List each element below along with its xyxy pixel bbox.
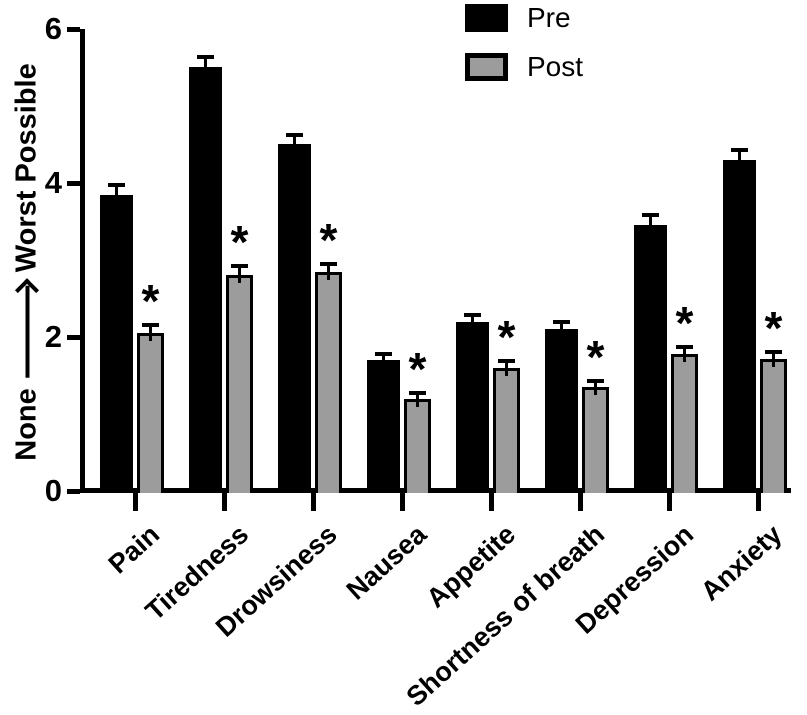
- sig-marker-shortness-of-breath: *: [586, 331, 605, 383]
- error-line-post-depression: [683, 349, 686, 362]
- x-tick-pain: [132, 491, 138, 511]
- bar-post-depression: [671, 354, 698, 493]
- bar-post-shortness-of-breath: [582, 387, 609, 493]
- y-axis-label-min: None: [10, 388, 43, 461]
- error-cap-post-drowsiness: [320, 262, 337, 266]
- error-cap-pre-anxiety: [731, 148, 748, 152]
- error-cap-pre-nausea: [375, 352, 392, 356]
- sig-marker-anxiety: *: [764, 302, 783, 354]
- x-tick-tiredness: [221, 491, 227, 511]
- error-line-pre-anxiety: [738, 152, 741, 168]
- y-axis-label: None Worst Possible: [11, 63, 44, 460]
- x-label-pain: Pain: [102, 519, 166, 580]
- y-tick-label: 0: [44, 473, 62, 508]
- error-line-post-drowsiness: [327, 266, 330, 280]
- bar-post-pain: [137, 333, 164, 493]
- arrow-head: [14, 278, 40, 303]
- y-tick-mark: [67, 488, 80, 494]
- legend-label-pre: Pre: [527, 2, 571, 33]
- error-line-pre-pain: [115, 187, 118, 203]
- bar-post-anxiety: [760, 359, 787, 493]
- x-tick-depression: [666, 491, 672, 511]
- sig-marker-depression: *: [675, 297, 694, 349]
- y-tick-label: 6: [44, 11, 62, 46]
- error-line-post-appetite: [505, 363, 508, 376]
- x-tick-anxiety: [755, 491, 761, 511]
- error-cap-post-anxiety: [765, 350, 782, 354]
- error-cap-pre-depression: [642, 213, 659, 217]
- error-line-pre-nausea: [382, 356, 385, 368]
- legend-item-pre: Pre: [465, 4, 583, 32]
- sig-marker-tiredness: *: [230, 216, 249, 268]
- x-label-nausea: Nausea: [340, 519, 433, 606]
- error-line-post-nausea: [416, 395, 419, 407]
- error-cap-post-appetite: [498, 359, 515, 363]
- x-label-anxiety: Anxiety: [695, 519, 789, 607]
- x-tick-drowsiness: [310, 491, 316, 511]
- bar-pre-shortness-of-breath: [545, 329, 578, 493]
- sig-marker-drowsiness: *: [319, 214, 338, 266]
- error-line-post-anxiety: [772, 354, 775, 367]
- error-line-post-shortness-of-breath: [594, 383, 597, 395]
- sig-marker-pain: *: [141, 275, 160, 327]
- bar-pre-depression: [634, 225, 667, 493]
- bar-pre-anxiety: [723, 160, 756, 493]
- error-cap-post-shortness-of-breath: [587, 379, 604, 383]
- error-cap-post-tiredness: [231, 264, 248, 268]
- y-tick-label: 2: [44, 319, 62, 354]
- error-line-pre-appetite: [471, 317, 474, 330]
- legend: Pre Post: [465, 4, 583, 102]
- legend-swatch-post: [465, 53, 508, 81]
- sig-marker-nausea: *: [408, 343, 427, 395]
- bar-post-appetite: [493, 368, 520, 493]
- error-line-pre-drowsiness: [293, 137, 296, 152]
- y-axis-line: [80, 29, 85, 493]
- x-tick-shortness-of-breath: [577, 491, 583, 511]
- bar-post-tiredness: [226, 275, 253, 493]
- error-cap-post-pain: [142, 323, 159, 327]
- error-cap-pre-tiredness: [197, 55, 214, 59]
- sig-marker-appetite: *: [497, 311, 516, 363]
- error-cap-post-depression: [676, 345, 693, 349]
- x-tick-nausea: [399, 491, 405, 511]
- error-cap-pre-pain: [108, 183, 125, 187]
- bar-pre-drowsiness: [278, 144, 311, 493]
- error-line-pre-tiredness: [204, 59, 207, 75]
- error-line-post-tiredness: [238, 268, 241, 283]
- error-line-pre-depression: [649, 217, 652, 233]
- bar-pre-pain: [100, 195, 133, 493]
- bar-pre-tiredness: [189, 67, 222, 493]
- bar-post-drowsiness: [315, 272, 342, 493]
- error-cap-pre-drowsiness: [286, 133, 303, 137]
- error-cap-post-nausea: [409, 391, 426, 395]
- error-cap-pre-shortness-of-breath: [553, 320, 570, 324]
- error-cap-pre-appetite: [464, 313, 481, 317]
- y-tick-mark: [67, 26, 80, 32]
- bar-post-nausea: [404, 399, 431, 493]
- y-tick-mark: [67, 334, 80, 340]
- x-axis-line: [80, 488, 791, 493]
- x-tick-appetite: [488, 491, 494, 511]
- legend-label-post: Post: [527, 51, 584, 82]
- legend-item-post: Post: [465, 53, 583, 81]
- error-line-post-pain: [149, 327, 152, 341]
- bar-pre-nausea: [367, 360, 400, 493]
- y-tick-mark: [67, 180, 80, 186]
- bar-pre-appetite: [456, 322, 489, 493]
- legend-swatch-pre: [465, 4, 508, 32]
- error-line-pre-shortness-of-breath: [560, 324, 563, 337]
- y-tick-label: 4: [44, 165, 62, 200]
